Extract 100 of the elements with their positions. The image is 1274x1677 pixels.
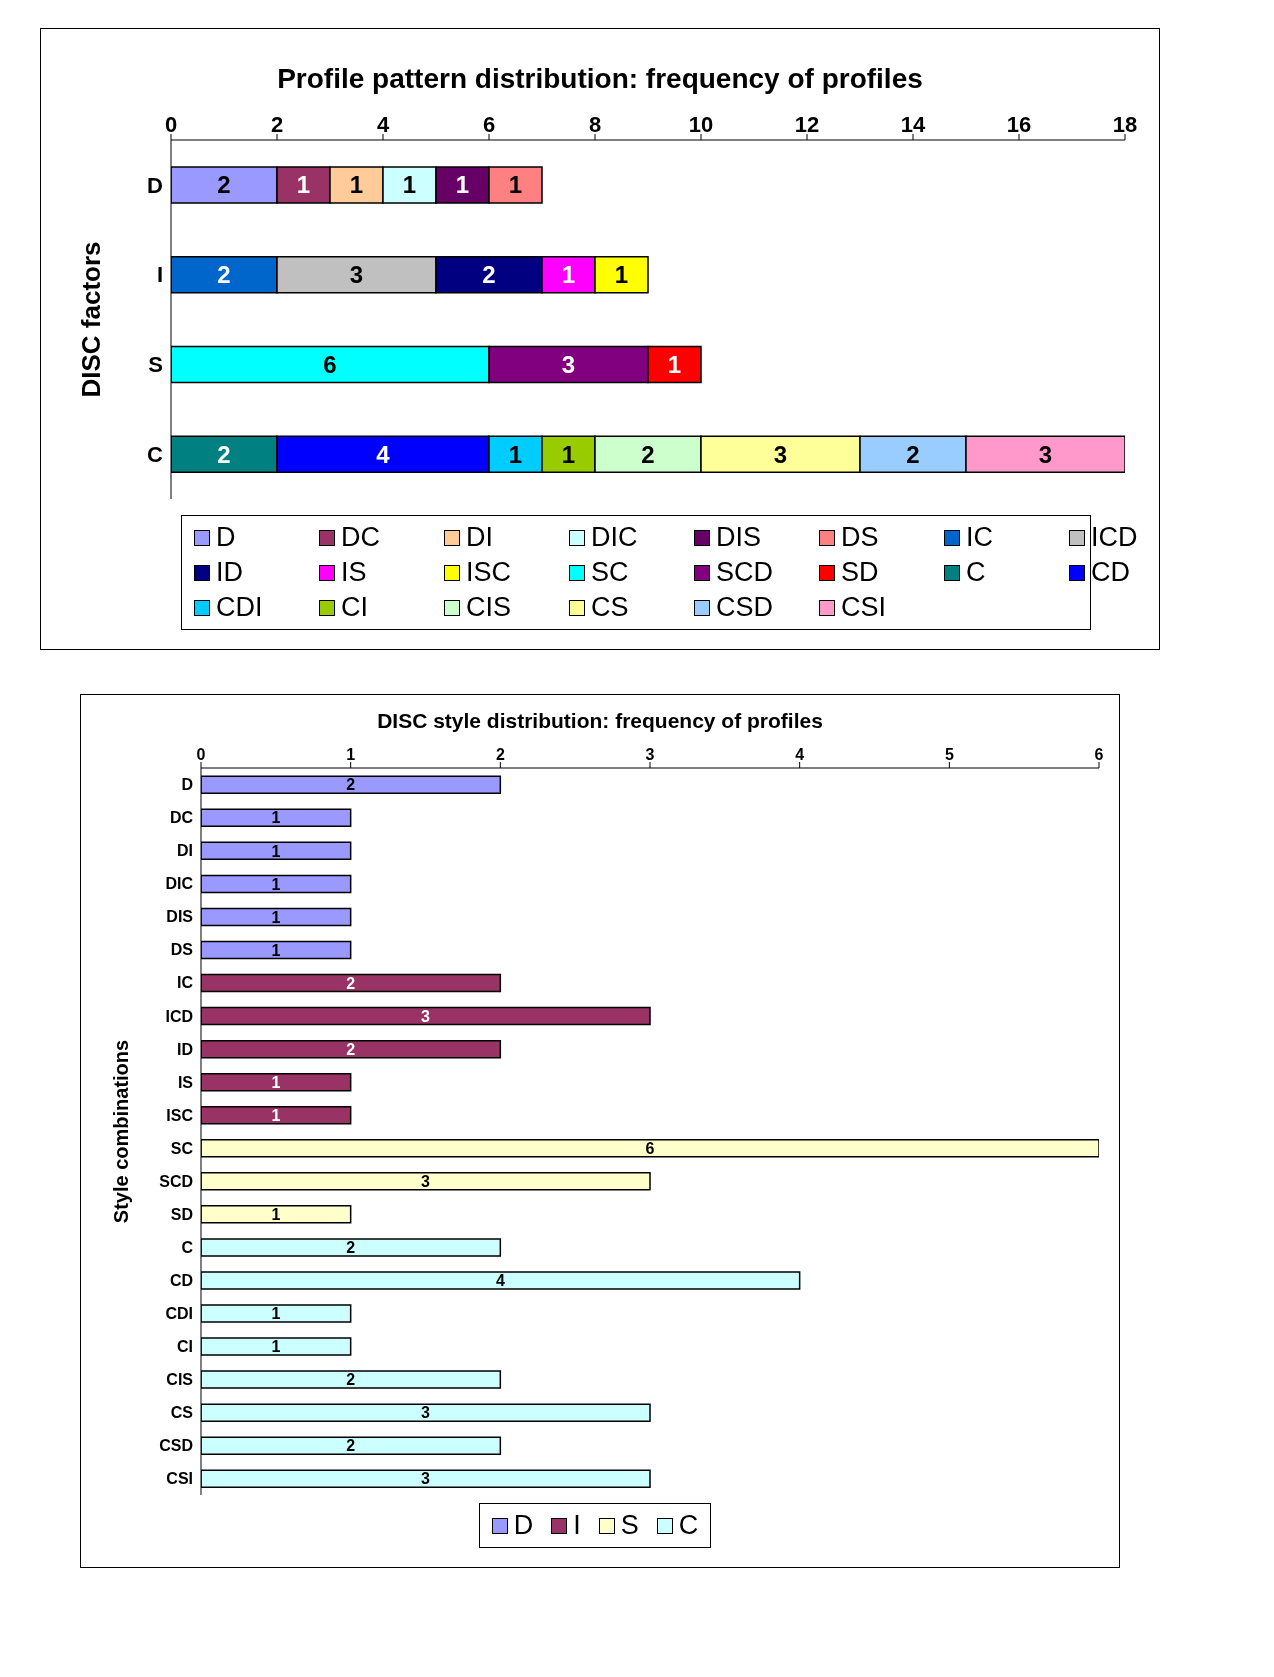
y-tick-label: SCD: [159, 1172, 193, 1190]
legend-label: CIS: [466, 592, 512, 623]
data-label: 1: [402, 171, 417, 199]
x-tick-label: 12: [794, 112, 820, 137]
data-label: 3: [421, 1470, 431, 1488]
legend-label: C: [678, 1510, 699, 1541]
y-tick-label: CD: [169, 1271, 193, 1289]
data-label: 2: [641, 440, 655, 468]
x-tick-label: 4: [376, 112, 390, 137]
x-tick-label: 2: [495, 746, 505, 763]
legend-label: D: [513, 1510, 534, 1541]
y-tick-label: SD: [170, 1205, 193, 1223]
x-tick-label: 10: [688, 112, 714, 137]
y-tick-label: ID: [177, 1040, 193, 1058]
data-label: 1: [271, 941, 281, 959]
data-label: 1: [296, 171, 311, 199]
legend-label: CSI: [841, 592, 887, 623]
data-label: 2: [482, 261, 496, 289]
legend-label: CI: [341, 592, 368, 623]
data-label: 1: [271, 1206, 281, 1224]
legend-label: D: [216, 522, 236, 553]
legend-label: IC: [966, 522, 993, 553]
data-label: 6: [645, 1139, 655, 1157]
y-tick-label: CS: [170, 1404, 194, 1422]
legend-label: CS: [591, 592, 629, 623]
legend-label: SD: [841, 557, 879, 588]
data-label: 1: [508, 440, 523, 468]
x-tick-label: 8: [588, 112, 602, 137]
x-tick-label: 18: [1112, 112, 1138, 137]
data-label: 1: [455, 171, 470, 199]
x-tick-label: 2: [270, 112, 284, 137]
legend-label: IS: [341, 557, 367, 588]
data-label: 2: [346, 1239, 356, 1257]
x-tick-label: 3: [645, 746, 655, 763]
x-tick-label: 4: [795, 746, 805, 763]
legend-label: DIC: [591, 522, 638, 553]
legend-label: DIS: [716, 522, 762, 553]
legend-label: SCD: [716, 557, 774, 588]
legend-label: CSD: [716, 592, 774, 623]
data-label: 1: [561, 261, 576, 289]
data-label: 2: [346, 776, 356, 794]
x-tick-label: 0: [164, 112, 178, 137]
y-tick-label: D: [181, 776, 193, 794]
y-tick-label: IC: [177, 974, 194, 992]
data-label: 2: [346, 1040, 356, 1058]
y-tick-label: DC: [169, 809, 194, 827]
y-tick-label: CSD: [159, 1437, 193, 1455]
y-tick-label: SC: [170, 1139, 194, 1157]
legend-label: DI: [466, 522, 493, 553]
data-label: 4: [376, 440, 391, 468]
legend-label: ISC: [466, 557, 512, 588]
x-tick-label: 0: [196, 746, 206, 763]
legend-label: I: [573, 1510, 581, 1541]
data-label: 1: [271, 1073, 281, 1091]
y-tick-label: DI: [177, 842, 193, 860]
legend-label: SC: [591, 557, 629, 588]
chart-title: Profile pattern distribution: frequency of profiles: [276, 63, 924, 95]
y-tick-label: S: [148, 352, 163, 378]
legend-label: S: [620, 1510, 639, 1541]
data-label: 1: [349, 171, 364, 199]
data-label: 1: [508, 171, 523, 199]
x-tick-label: 6: [482, 112, 496, 137]
data-label: 1: [271, 809, 281, 827]
y-tick-label: ISC: [166, 1106, 194, 1124]
data-label: 2: [346, 974, 356, 992]
x-tick-label: 5: [944, 746, 954, 763]
legend-label: CD: [1091, 557, 1130, 588]
data-label: 3: [421, 1007, 431, 1025]
data-label: 1: [271, 842, 281, 860]
y-tick-label: I: [156, 262, 163, 288]
data-label: 1: [271, 1106, 281, 1124]
data-label: 1: [614, 261, 629, 289]
x-tick-label: 6: [1094, 746, 1104, 763]
x-tick-label: 1: [346, 746, 356, 763]
y-tick-label: CSI: [166, 1470, 193, 1488]
data-label: 2: [217, 261, 231, 289]
y-tick-label: CDI: [165, 1304, 193, 1322]
data-label: 1: [271, 1338, 281, 1356]
legend-label: ID: [216, 557, 243, 588]
chart-title: DISC style distribution: frequency of profiles: [376, 709, 824, 733]
data-label: 2: [346, 1371, 356, 1389]
data-label: 3: [1038, 440, 1053, 468]
data-label: 3: [349, 261, 364, 289]
data-label: 3: [421, 1404, 431, 1422]
data-label: 2: [217, 171, 231, 199]
data-label: 2: [217, 440, 231, 468]
data-label: 2: [906, 440, 920, 468]
data-label: 3: [561, 350, 576, 378]
y-axis-title: Style combinations: [110, 1039, 133, 1224]
y-axis-title: DISC factors: [76, 241, 107, 398]
y-tick-label: DIC: [165, 875, 194, 893]
data-label: 6: [323, 350, 337, 378]
data-label: 1: [271, 875, 281, 893]
data-label: 1: [667, 350, 682, 378]
data-label: 1: [561, 440, 576, 468]
legend-label: ICD: [1091, 522, 1138, 553]
y-tick-label: C: [181, 1238, 194, 1256]
y-tick-label: CI: [177, 1337, 193, 1355]
data-label: 2: [346, 1437, 356, 1455]
legend-label: DC: [341, 522, 380, 553]
